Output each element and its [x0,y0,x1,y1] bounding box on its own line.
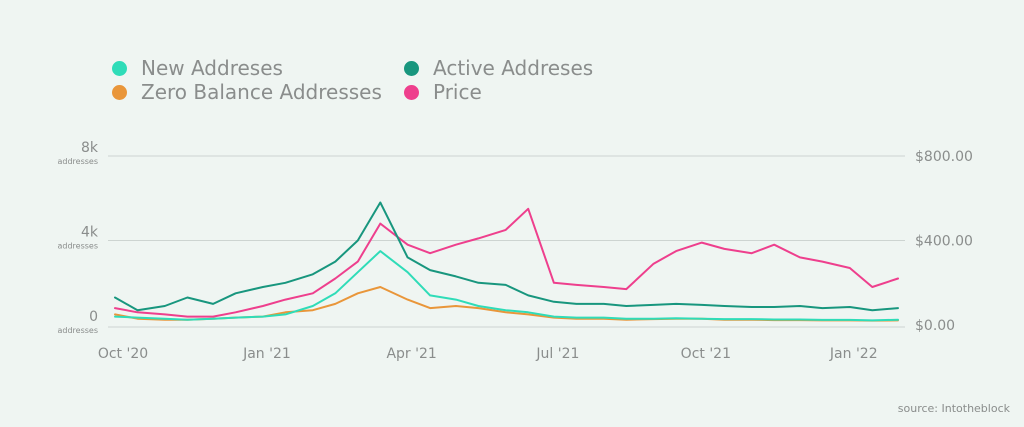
y-left-tick-label: 8k [81,140,99,156]
x-tick-label: Oct '21 [681,346,731,362]
y-left-tick-unit: addresses [57,326,98,335]
y-left-tick-label: 4k [81,225,99,241]
series-line-price [114,207,899,318]
legend: New Addreses Active Addreses Zero Balanc… [112,52,712,112]
legend-dot-zero-balance-addresses [112,84,127,100]
legend-item-price: Price [404,80,482,104]
y-right-tick-label: $400.00 [915,234,973,250]
legend-dot-new-addresses [112,60,127,76]
legend-item-new-addresses: New Addreses [112,56,283,80]
y-right-tick-label: $0.00 [915,318,955,334]
legend-label-new-addresses: New Addreses [141,56,283,80]
x-tick-label: Oct '20 [98,346,148,362]
series-line-new-addreses [114,250,899,322]
legend-label-active-addresses: Active Addreses [433,56,594,80]
x-tick-label: Apr '21 [386,346,436,362]
legend-item-zero-balance-addresses: Zero Balance Addresses [112,80,382,104]
y-left-tick-unit: addresses [57,157,98,166]
legend-label-zero-balance-addresses: Zero Balance Addresses [141,80,382,104]
legend-dot-active-addresses [404,60,419,76]
x-tick-label: Jan '22 [829,346,878,362]
series-line-zero-balance-addresses [114,286,899,322]
source-note: source: Intotheblock [897,402,1010,415]
x-tick-label: Jul '21 [535,346,579,362]
x-tick-label: Jan '21 [242,346,291,362]
legend-dot-price [404,84,419,100]
y-left-tick-unit: addresses [57,242,98,251]
y-left-tick-label: 0 [89,309,98,325]
legend-label-price: Price [433,80,482,104]
legend-item-active-addresses: Active Addreses [404,56,593,80]
y-right-tick-label: $800.00 [915,149,973,165]
series-line-active-addreses [114,201,899,312]
